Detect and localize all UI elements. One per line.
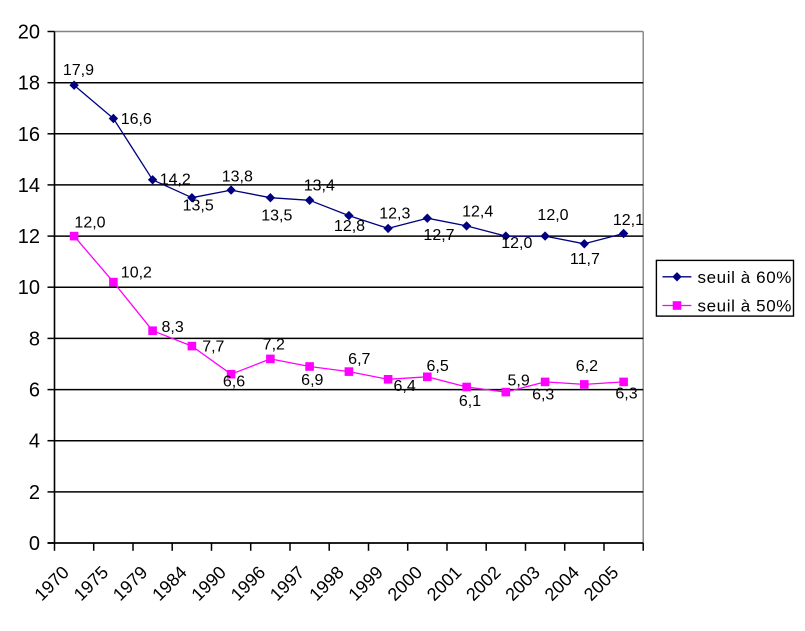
svg-text:6,6: 6,6 [223,374,245,391]
svg-text:14,2: 14,2 [160,172,191,189]
svg-text:12,0: 12,0 [74,215,105,232]
svg-text:11,7: 11,7 [570,251,600,268]
svg-text:2: 2 [29,482,40,504]
svg-text:8,3: 8,3 [162,319,184,336]
svg-text:6,3: 6,3 [615,385,637,402]
svg-text:12,3: 12,3 [379,206,410,223]
svg-text:12,8: 12,8 [334,218,365,235]
svg-text:6,5: 6,5 [426,358,448,375]
svg-text:7,2: 7,2 [263,337,285,354]
svg-text:13,5: 13,5 [183,198,214,215]
svg-text:12,0: 12,0 [537,207,568,224]
svg-text:6,1: 6,1 [459,393,481,410]
svg-text:14: 14 [18,175,40,197]
svg-text:12,4: 12,4 [462,204,493,221]
svg-text:6,9: 6,9 [301,372,323,389]
svg-text:6,4: 6,4 [393,378,415,395]
svg-text:6: 6 [29,380,40,402]
svg-text:12,7: 12,7 [423,227,454,244]
svg-text:5,9: 5,9 [507,373,529,390]
svg-text:0: 0 [29,533,40,555]
svg-text:13,4: 13,4 [304,178,335,195]
svg-text:10: 10 [18,277,40,299]
svg-text:4: 4 [29,431,40,453]
svg-text:16,6: 16,6 [121,111,152,128]
svg-text:6,2: 6,2 [576,358,598,375]
svg-text:seuil à 60%: seuil à 60% [698,268,793,287]
svg-text:13,8: 13,8 [222,169,253,186]
svg-text:10,2: 10,2 [121,265,152,282]
svg-text:16: 16 [18,124,40,146]
svg-text:20: 20 [18,22,40,44]
svg-text:18: 18 [18,73,40,95]
svg-text:7,7: 7,7 [202,338,224,355]
svg-text:8: 8 [29,328,40,350]
svg-text:13,5: 13,5 [261,207,292,224]
svg-text:12,1: 12,1 [613,212,644,229]
svg-text:6,7: 6,7 [348,351,370,368]
svg-text:17,9: 17,9 [63,62,94,79]
svg-text:12: 12 [18,226,40,248]
svg-text:12,0: 12,0 [501,235,532,252]
svg-text:seuil à 50%: seuil à 50% [698,297,793,316]
svg-text:6,3: 6,3 [532,387,554,404]
